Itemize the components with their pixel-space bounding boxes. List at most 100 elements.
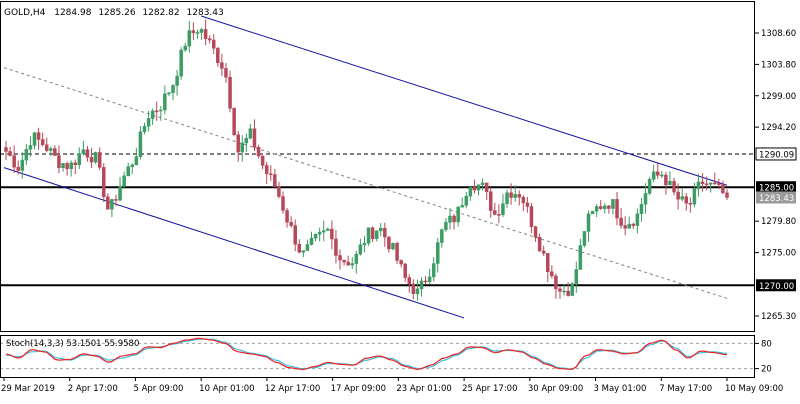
candle-body — [570, 283, 574, 296]
candle-body — [676, 191, 680, 200]
candle-body — [240, 142, 245, 153]
time-tick-label: 12 Apr 17:00 — [265, 384, 320, 394]
candle-body — [717, 183, 721, 185]
price-tick-label: 1294.20 — [761, 123, 796, 133]
candle-body — [321, 230, 326, 233]
candle-body — [541, 250, 546, 254]
candle-body — [379, 227, 383, 232]
time-tick-label: 25 Apr 17:00 — [462, 384, 517, 394]
price-tag-box — [755, 147, 797, 161]
candle-body — [668, 180, 672, 186]
trend-lines[interactable] — [3, 15, 728, 319]
candle-body — [277, 186, 281, 197]
candle-body — [65, 163, 69, 170]
time-tick-label: 7 May 17:00 — [659, 384, 712, 394]
ohlc-open: 1284.98 — [54, 8, 91, 18]
price-tag-box — [756, 191, 796, 204]
candle-body — [603, 205, 607, 209]
candle-body — [154, 110, 159, 113]
candle-body — [305, 244, 310, 251]
candle-body — [497, 214, 501, 216]
candle-body — [419, 280, 424, 290]
candle-body — [484, 182, 489, 192]
ohlc-low: 1282.82 — [142, 8, 179, 18]
candle-body — [529, 206, 534, 227]
candle-body — [163, 93, 167, 111]
time-tick-label: 23 Apr 01:00 — [396, 384, 451, 394]
candle-body — [696, 181, 701, 190]
candle-body — [146, 118, 151, 127]
candle-body — [488, 191, 493, 211]
candle-body — [656, 171, 660, 176]
candle-body — [407, 277, 412, 285]
candle-body — [252, 128, 257, 148]
candle-body — [28, 145, 33, 150]
candle-body — [122, 175, 126, 187]
candle-body — [684, 196, 689, 204]
time-tick-label: 3 May 01:00 — [594, 384, 647, 394]
candle-body — [411, 283, 416, 294]
candle-body — [688, 202, 693, 205]
candle-body — [619, 217, 623, 226]
candle-body — [195, 32, 200, 34]
candle-body — [480, 182, 485, 185]
candle-body — [558, 288, 562, 292]
time-tick-label: 29 Mar 2019 — [1, 384, 55, 394]
candle-body — [395, 243, 399, 261]
channel-upper-trendline[interactable] — [201, 15, 728, 186]
price-tag-box — [756, 279, 796, 292]
candle-body — [594, 206, 599, 212]
candle-body — [647, 178, 652, 194]
candle-body — [704, 183, 709, 186]
candle-body — [456, 206, 460, 223]
time-tick-label: 30 Apr 09:00 — [528, 384, 583, 394]
candle-body — [460, 205, 464, 208]
candle-body — [248, 128, 253, 139]
candle-body — [513, 194, 517, 198]
candle-body — [110, 199, 114, 210]
stoch-tick-label: 80 — [761, 339, 772, 349]
candle-body — [501, 203, 505, 216]
candle-body — [301, 250, 306, 253]
candle-body — [330, 228, 334, 240]
time-tick-label: 10 May 09:00 — [725, 384, 783, 394]
channel-lower-trendline[interactable] — [3, 167, 465, 319]
candle-body — [32, 132, 37, 146]
candle-body — [293, 225, 297, 245]
candle-body — [44, 144, 49, 151]
candle-body — [232, 108, 236, 135]
candle-body — [387, 236, 391, 250]
candle-body — [207, 38, 212, 41]
candle-body — [77, 153, 82, 166]
candle-body — [660, 174, 664, 177]
price-tag-box — [756, 181, 796, 194]
labels: GOLD,H4 1284.98 1285.26 1282.82 1283.43 … — [4, 8, 224, 349]
price-tick-label: 1303.80 — [761, 60, 796, 70]
stoch-series-line — [5, 337, 728, 371]
candle-body — [672, 180, 676, 193]
candle-body — [138, 131, 143, 157]
candle-body — [554, 275, 558, 290]
candle-body — [49, 148, 53, 151]
candle-body — [631, 223, 636, 226]
candle-body — [24, 149, 29, 161]
stoch-tick-label: 20 — [761, 365, 772, 375]
candle-body — [12, 155, 16, 168]
candle-body — [81, 149, 86, 154]
candle-body — [525, 202, 530, 207]
candle-body — [203, 29, 208, 39]
mid-dotted-trendline[interactable] — [3, 67, 728, 299]
candle-body — [472, 186, 477, 191]
candle-body — [191, 30, 196, 34]
candle-body — [297, 244, 302, 253]
time-tick-label: 10 Apr 01:00 — [199, 384, 254, 394]
candle-body — [493, 210, 497, 215]
candle-body — [142, 126, 147, 133]
candle-body — [444, 222, 448, 230]
price-tick-label: 1299.00 — [761, 92, 796, 102]
candle-body — [118, 186, 122, 201]
candle-body — [85, 149, 90, 158]
